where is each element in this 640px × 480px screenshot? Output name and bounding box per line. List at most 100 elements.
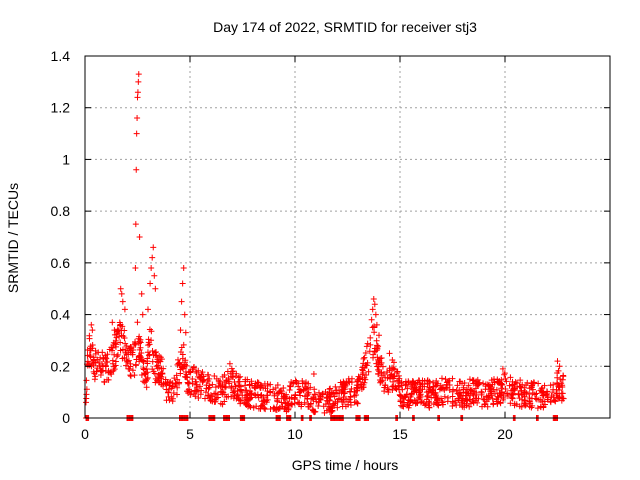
- chart-title: Day 174 of 2022, SRMTID for receiver stj…: [213, 19, 477, 35]
- data-point: [108, 368, 115, 375]
- data-point: [369, 306, 376, 313]
- data-point: [517, 377, 524, 384]
- data-point: [211, 373, 218, 380]
- data-point: [365, 368, 372, 375]
- data-point: [288, 401, 295, 408]
- data-point: [310, 371, 317, 378]
- data-point: [494, 379, 501, 386]
- data-point: [184, 374, 191, 381]
- data-point: [156, 372, 163, 379]
- data-point: [531, 391, 538, 398]
- data-point: [553, 386, 560, 393]
- data-point: [510, 390, 517, 397]
- data-point: [263, 392, 270, 399]
- data-point: [393, 386, 400, 393]
- data-point: [230, 374, 237, 381]
- data-point: [416, 394, 423, 401]
- y-tick-label: 0.8: [51, 203, 71, 219]
- data-point: [176, 359, 183, 366]
- data-point: [283, 391, 290, 398]
- data-point: [248, 378, 255, 385]
- data-point: [301, 399, 308, 406]
- data-point: [404, 385, 411, 392]
- data-point: [212, 398, 219, 405]
- data-point: [174, 384, 181, 391]
- data-point: [361, 354, 368, 361]
- data-point: [264, 380, 271, 387]
- data-point: [143, 366, 150, 373]
- data-point: [118, 290, 125, 297]
- data-point: [354, 376, 361, 383]
- data-point: [132, 341, 139, 348]
- y-tick-label: 1: [62, 151, 70, 167]
- data-point: [377, 377, 384, 384]
- data-point: [507, 400, 514, 407]
- data-point: [375, 343, 382, 350]
- data-point: [235, 374, 242, 381]
- data-point: [363, 343, 370, 350]
- data-point: [305, 380, 312, 387]
- data-point: [456, 390, 463, 397]
- data-point: [137, 336, 144, 343]
- data-point: [251, 384, 258, 391]
- data-point: [105, 376, 112, 383]
- data-point: [359, 371, 366, 378]
- data-point: [372, 311, 379, 318]
- data-point: [112, 340, 119, 347]
- data-point: [345, 378, 352, 385]
- data-point: [540, 404, 547, 411]
- data-point: [376, 358, 383, 365]
- data-point: [237, 373, 244, 380]
- data-point: [393, 369, 400, 376]
- data-point: [382, 381, 389, 388]
- data-point: [184, 379, 191, 386]
- data-point: [277, 388, 284, 395]
- data-point: [544, 396, 551, 403]
- y-tick-label: 1.2: [51, 100, 71, 116]
- data-point: [384, 386, 391, 393]
- data-point: [179, 351, 186, 358]
- data-point: [152, 285, 159, 292]
- data-point: [234, 391, 241, 398]
- data-point: [97, 367, 104, 374]
- data-point: [556, 363, 563, 370]
- data-point: [363, 362, 370, 369]
- data-point: [351, 399, 358, 406]
- data-point: [198, 371, 205, 378]
- data-point: [89, 327, 96, 334]
- data-point: [480, 380, 487, 387]
- data-point: [522, 397, 529, 404]
- data-point: [285, 406, 292, 413]
- data-point: [186, 379, 193, 386]
- data-point: [381, 388, 388, 395]
- data-point: [408, 391, 415, 398]
- data-point: [444, 398, 451, 405]
- data-point: [549, 389, 556, 396]
- data-point: [147, 280, 154, 287]
- data-point: [384, 374, 391, 381]
- data-point: [489, 395, 496, 402]
- data-point: [446, 387, 453, 394]
- data-point: [334, 404, 341, 411]
- data-point: [149, 347, 156, 354]
- data-point: [376, 332, 382, 339]
- data-point: [454, 382, 461, 389]
- data-point: [320, 403, 327, 410]
- data-point: [521, 384, 528, 391]
- data-point: [177, 327, 184, 334]
- data-point: [123, 362, 130, 369]
- data-point: [386, 365, 393, 372]
- data-point: [136, 346, 143, 353]
- data-point: [476, 379, 483, 386]
- data-point: [181, 311, 188, 318]
- data-point: [133, 130, 140, 137]
- data-point: [462, 389, 469, 396]
- data-point: [420, 400, 427, 407]
- data-point: [396, 383, 403, 390]
- data-point: [258, 392, 265, 399]
- data-point: [191, 363, 198, 370]
- data-point: [124, 358, 131, 365]
- data-point: [102, 362, 109, 369]
- data-point: [414, 399, 421, 406]
